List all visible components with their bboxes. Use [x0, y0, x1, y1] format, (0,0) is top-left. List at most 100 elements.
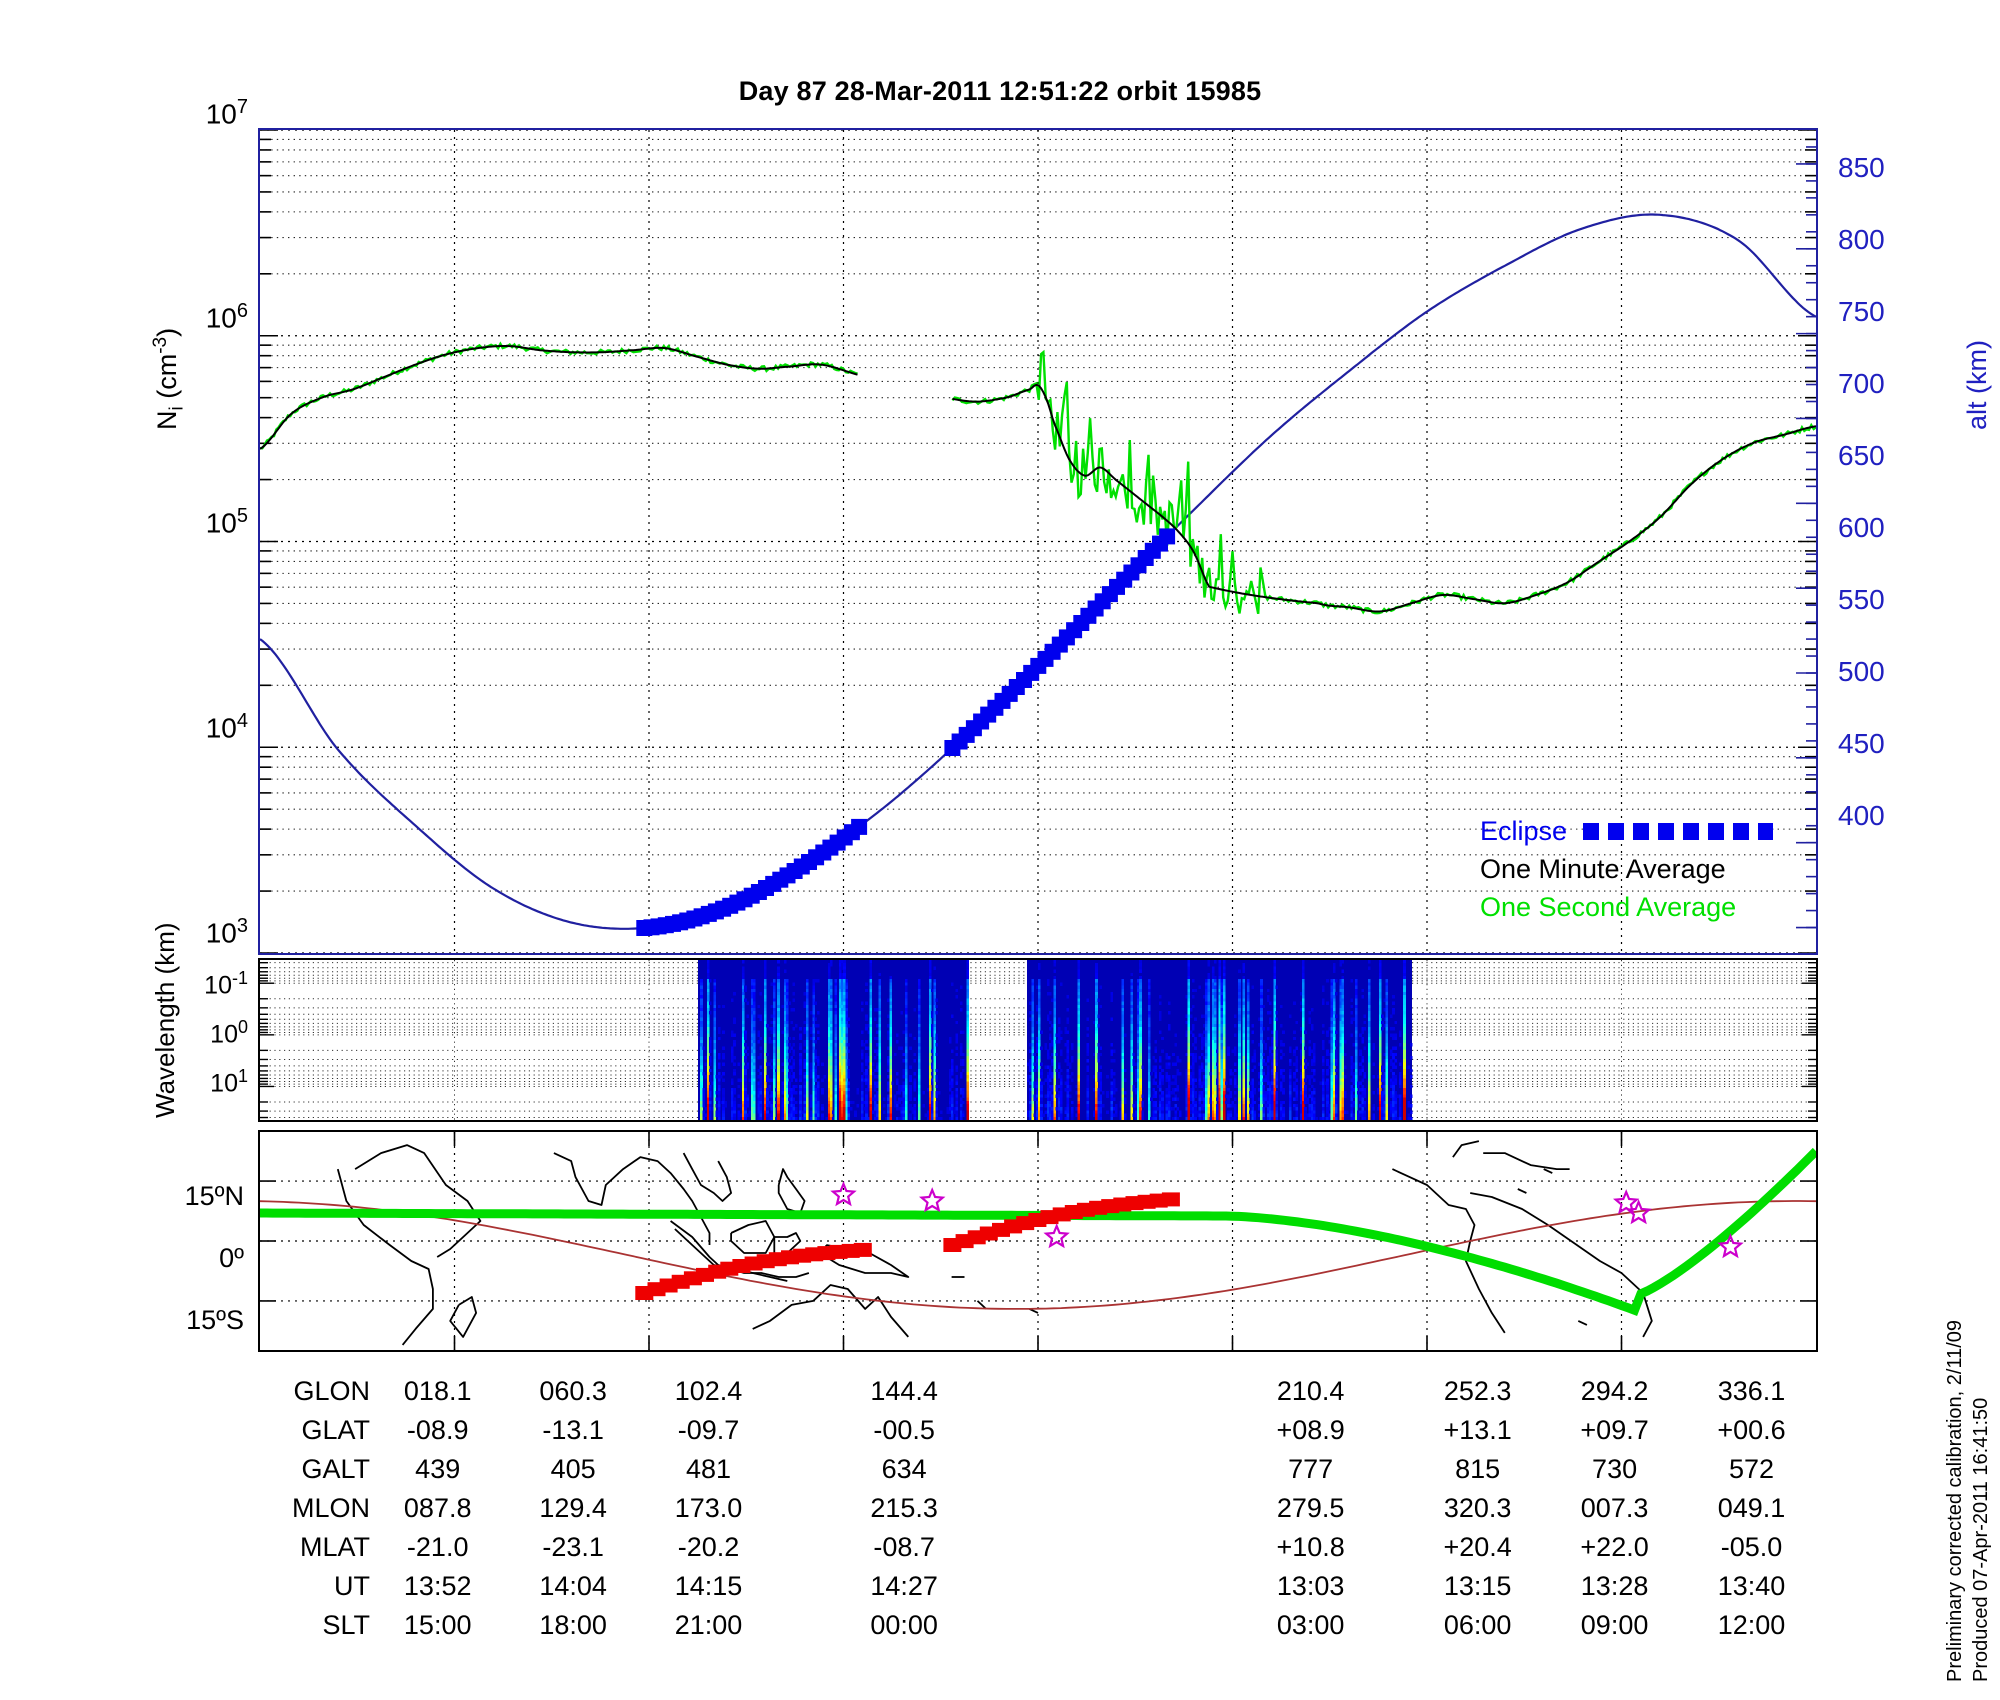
table-row: GALT 439 405 481 634 777 815 730 572 — [170, 1450, 1820, 1489]
panel1-right-axis-label: alt (km) — [1962, 340, 1992, 430]
alt-tick-750: 750 — [1838, 296, 1885, 327]
legend-label-one-second: One Second Average — [1480, 891, 1737, 922]
table-row: GLAT -08.9 -13.1 -09.7 -00.5 +08.9 +13.1 +09.7 +… — [170, 1411, 1820, 1450]
eclipse-swatch-icon — [1583, 822, 1774, 840]
ion-density-altitude-plot — [258, 128, 1818, 955]
lat-tick-15n: 15ºN — [184, 1181, 244, 1211]
table-cell: +08.9 — [1276, 1415, 1345, 1445]
table-cell: 815 — [1455, 1454, 1501, 1484]
page-title: Day 87 28-Mar-2011 12:51:22 orbit 15985 — [738, 76, 1262, 106]
y-axis-symbol: N — [152, 410, 182, 431]
table-cell: 14:15 — [674, 1571, 743, 1601]
table-cell: 294.2 — [1580, 1376, 1649, 1406]
table-cell: 634 — [881, 1454, 927, 1484]
y-tick-1e6: 106 — [205, 300, 248, 334]
table-cell: -23.1 — [542, 1532, 604, 1562]
panel1-y-axis-label: Ni (cm-3) — [150, 328, 188, 431]
legend-item-one-minute: One Minute Average — [1480, 850, 1810, 888]
y-tick-1e4: 104 — [205, 710, 248, 744]
y-tick-1e7: 107 — [205, 96, 248, 130]
table-cell: 572 — [1728, 1454, 1775, 1484]
y-axis-unit: (cm — [152, 353, 182, 407]
table-row-label: MLON — [291, 1493, 370, 1523]
table-cell: 00:00 — [870, 1610, 938, 1640]
table-cell: -20.2 — [677, 1532, 740, 1562]
alt-tick-650: 650 — [1838, 440, 1885, 471]
wavelength-tick-1e0: 100 — [210, 1017, 248, 1049]
table-row-label: MLAT — [299, 1532, 370, 1562]
table-cell: +10.8 — [1276, 1532, 1345, 1562]
table-cell: 18:00 — [539, 1610, 607, 1640]
table-cell: 405 — [550, 1454, 596, 1484]
table-cell: 09:00 — [1580, 1610, 1649, 1640]
footer-calibration-note: Preliminary corrected calibration, 2/11/… — [1942, 1320, 1994, 1682]
table-cell: 279.5 — [1276, 1493, 1345, 1523]
table-cell: 15:00 — [403, 1610, 472, 1640]
table-cell: 060.3 — [539, 1376, 607, 1406]
table-cell: 129.4 — [539, 1493, 607, 1523]
table-cell: -08.7 — [873, 1532, 935, 1562]
table-cell: 14:27 — [870, 1571, 938, 1601]
table-cell: -05.0 — [1720, 1532, 1783, 1562]
legend-item-one-second: One Second Average — [1480, 888, 1810, 926]
lat-tick-0: 0º — [219, 1243, 244, 1273]
table-row-label: SLT — [322, 1610, 370, 1640]
table-cell: 173.0 — [674, 1493, 743, 1523]
table-cell: 481 — [685, 1454, 732, 1484]
table-cell: -13.1 — [542, 1415, 604, 1445]
y-axis-exponent: -3 — [150, 336, 171, 354]
footer-line-2: Produced 07-Apr-2011 16:41:50 — [1970, 1397, 1992, 1682]
table-cell: -21.0 — [406, 1532, 469, 1562]
table-cell: 730 — [1592, 1454, 1638, 1484]
orbit-parameter-table: GLON 018.1 060.3 102.4 144.4 210.4 252.3 294.2 3… — [170, 1372, 1820, 1645]
table-cell: -08.9 — [406, 1415, 469, 1445]
alt-tick-500: 500 — [1838, 656, 1885, 687]
table-row: UT 13:52 14:04 14:15 14:27 13:03 13:15 13:28 13:… — [170, 1567, 1820, 1606]
ground-track-map-panel — [258, 1130, 1818, 1352]
legend: Eclipse One Minute Average One Second Av… — [1480, 812, 1810, 926]
alt-tick-600: 600 — [1838, 512, 1885, 543]
table-cell: 215.3 — [870, 1493, 938, 1523]
table-cell: 252.3 — [1443, 1376, 1512, 1406]
table-row-label: GLAT — [301, 1415, 370, 1445]
table-cell: 14:04 — [539, 1571, 607, 1601]
table-cell: 777 — [1288, 1454, 1334, 1484]
alt-tick-800: 800 — [1838, 224, 1885, 255]
table-row: MLON 087.8 129.4 173.0 215.3 279.5 320.3 007.3 0… — [170, 1489, 1820, 1528]
table-cell: 018.1 — [403, 1376, 472, 1406]
table-row-label: UT — [334, 1571, 370, 1601]
table-cell: +22.0 — [1580, 1532, 1649, 1562]
table-cell: 13:15 — [1443, 1571, 1512, 1601]
table-row-label: GALT — [301, 1454, 370, 1484]
table-row: MLAT -21.0 -23.1 -20.2 -08.7 +10.8 +20.4 +22.0 -… — [170, 1528, 1820, 1567]
table-cell: -09.7 — [677, 1415, 740, 1445]
table-cell: 13:28 — [1580, 1571, 1649, 1601]
table-cell: 21:00 — [674, 1610, 743, 1640]
table-cell: +20.4 — [1443, 1532, 1512, 1562]
table-cell: +09.7 — [1580, 1415, 1649, 1445]
table-cell: 03:00 — [1276, 1610, 1345, 1640]
table-cell: 336.1 — [1717, 1376, 1786, 1406]
table-cell: -00.5 — [873, 1415, 935, 1445]
lat-tick-15s: 15ºS — [186, 1305, 244, 1335]
table-cell: 210.4 — [1276, 1376, 1345, 1406]
table-cell: 144.4 — [870, 1376, 938, 1406]
footer-line-1: Preliminary corrected calibration, 2/11/… — [1944, 1319, 1966, 1682]
y-tick-1e5: 105 — [205, 505, 248, 539]
table-cell: 087.8 — [403, 1493, 472, 1523]
y-tick-1e3: 103 — [205, 915, 248, 949]
alt-tick-450: 450 — [1838, 728, 1885, 759]
table-row-label: GLON — [293, 1376, 370, 1406]
table-cell: +13.1 — [1443, 1415, 1512, 1445]
table-cell: 13:52 — [403, 1571, 472, 1601]
alt-tick-850: 850 — [1838, 152, 1885, 183]
table-cell: +00.6 — [1717, 1415, 1786, 1445]
alt-tick-700: 700 — [1838, 368, 1885, 399]
table-cell: 13:03 — [1276, 1571, 1345, 1601]
table-cell: 439 — [415, 1454, 461, 1484]
alt-tick-550: 550 — [1838, 584, 1885, 615]
wavelength-spectrogram-panel — [258, 958, 1818, 1122]
table-cell: 13:40 — [1717, 1571, 1786, 1601]
table-cell: 12:00 — [1717, 1610, 1786, 1640]
legend-label-eclipse: Eclipse — [1480, 815, 1568, 846]
